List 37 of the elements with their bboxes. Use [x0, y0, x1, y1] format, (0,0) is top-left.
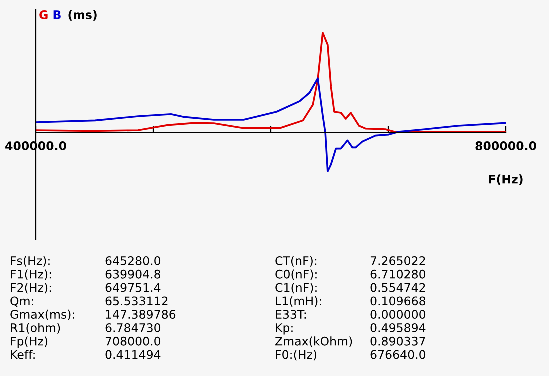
- text: Fp(Hz): [11, 336, 48, 348]
- text: F0:(Hz): [276, 350, 317, 361]
- text: B: [54, 10, 61, 20]
- text: Kp:: [276, 324, 293, 335]
- text: 0.495894: [370, 323, 426, 332]
- text: 708000.0: [106, 336, 161, 346]
- text: Fs(Hz):: [11, 256, 50, 267]
- text: 0.109668: [370, 296, 426, 306]
- text: Keff:: [11, 350, 35, 360]
- text: 0.000000: [370, 310, 426, 320]
- text: C0(nF):: [276, 270, 317, 280]
- text: G: [40, 10, 48, 20]
- text: Zmax(kOhm): [276, 336, 352, 348]
- text: 147.389786: [106, 310, 176, 320]
- text: 7.265022: [370, 256, 426, 266]
- text: Gmax(ms):: [10, 310, 74, 320]
- text: F1(Hz):: [11, 270, 52, 280]
- text: R1(ohm): [11, 323, 60, 334]
- x-tick-label: 800000.0: [476, 142, 536, 150]
- x-axis-title: F(Hz): [489, 174, 523, 186]
- text: 0.890337: [370, 336, 426, 346]
- text: Qm:: [10, 296, 34, 307]
- text: L1(mH):: [276, 296, 322, 308]
- text: CT(nF):: [276, 256, 317, 267]
- text: 676640.0: [370, 350, 426, 360]
- text: 639904.8: [106, 270, 161, 279]
- text: 645280.0: [106, 256, 161, 266]
- text: F2(Hz):: [11, 283, 52, 294]
- text: E33T:: [276, 310, 306, 320]
- text: 6.784730: [106, 323, 161, 332]
- text: C1(nF):: [276, 283, 317, 294]
- text: 65.533112: [106, 296, 168, 306]
- text: 6.710280: [370, 270, 426, 279]
- text: 0.554742: [370, 283, 426, 292]
- text: 0.411494: [106, 350, 161, 360]
- text: 649751.4: [106, 283, 161, 292]
- y-axis-title: (ms): [68, 10, 97, 21]
